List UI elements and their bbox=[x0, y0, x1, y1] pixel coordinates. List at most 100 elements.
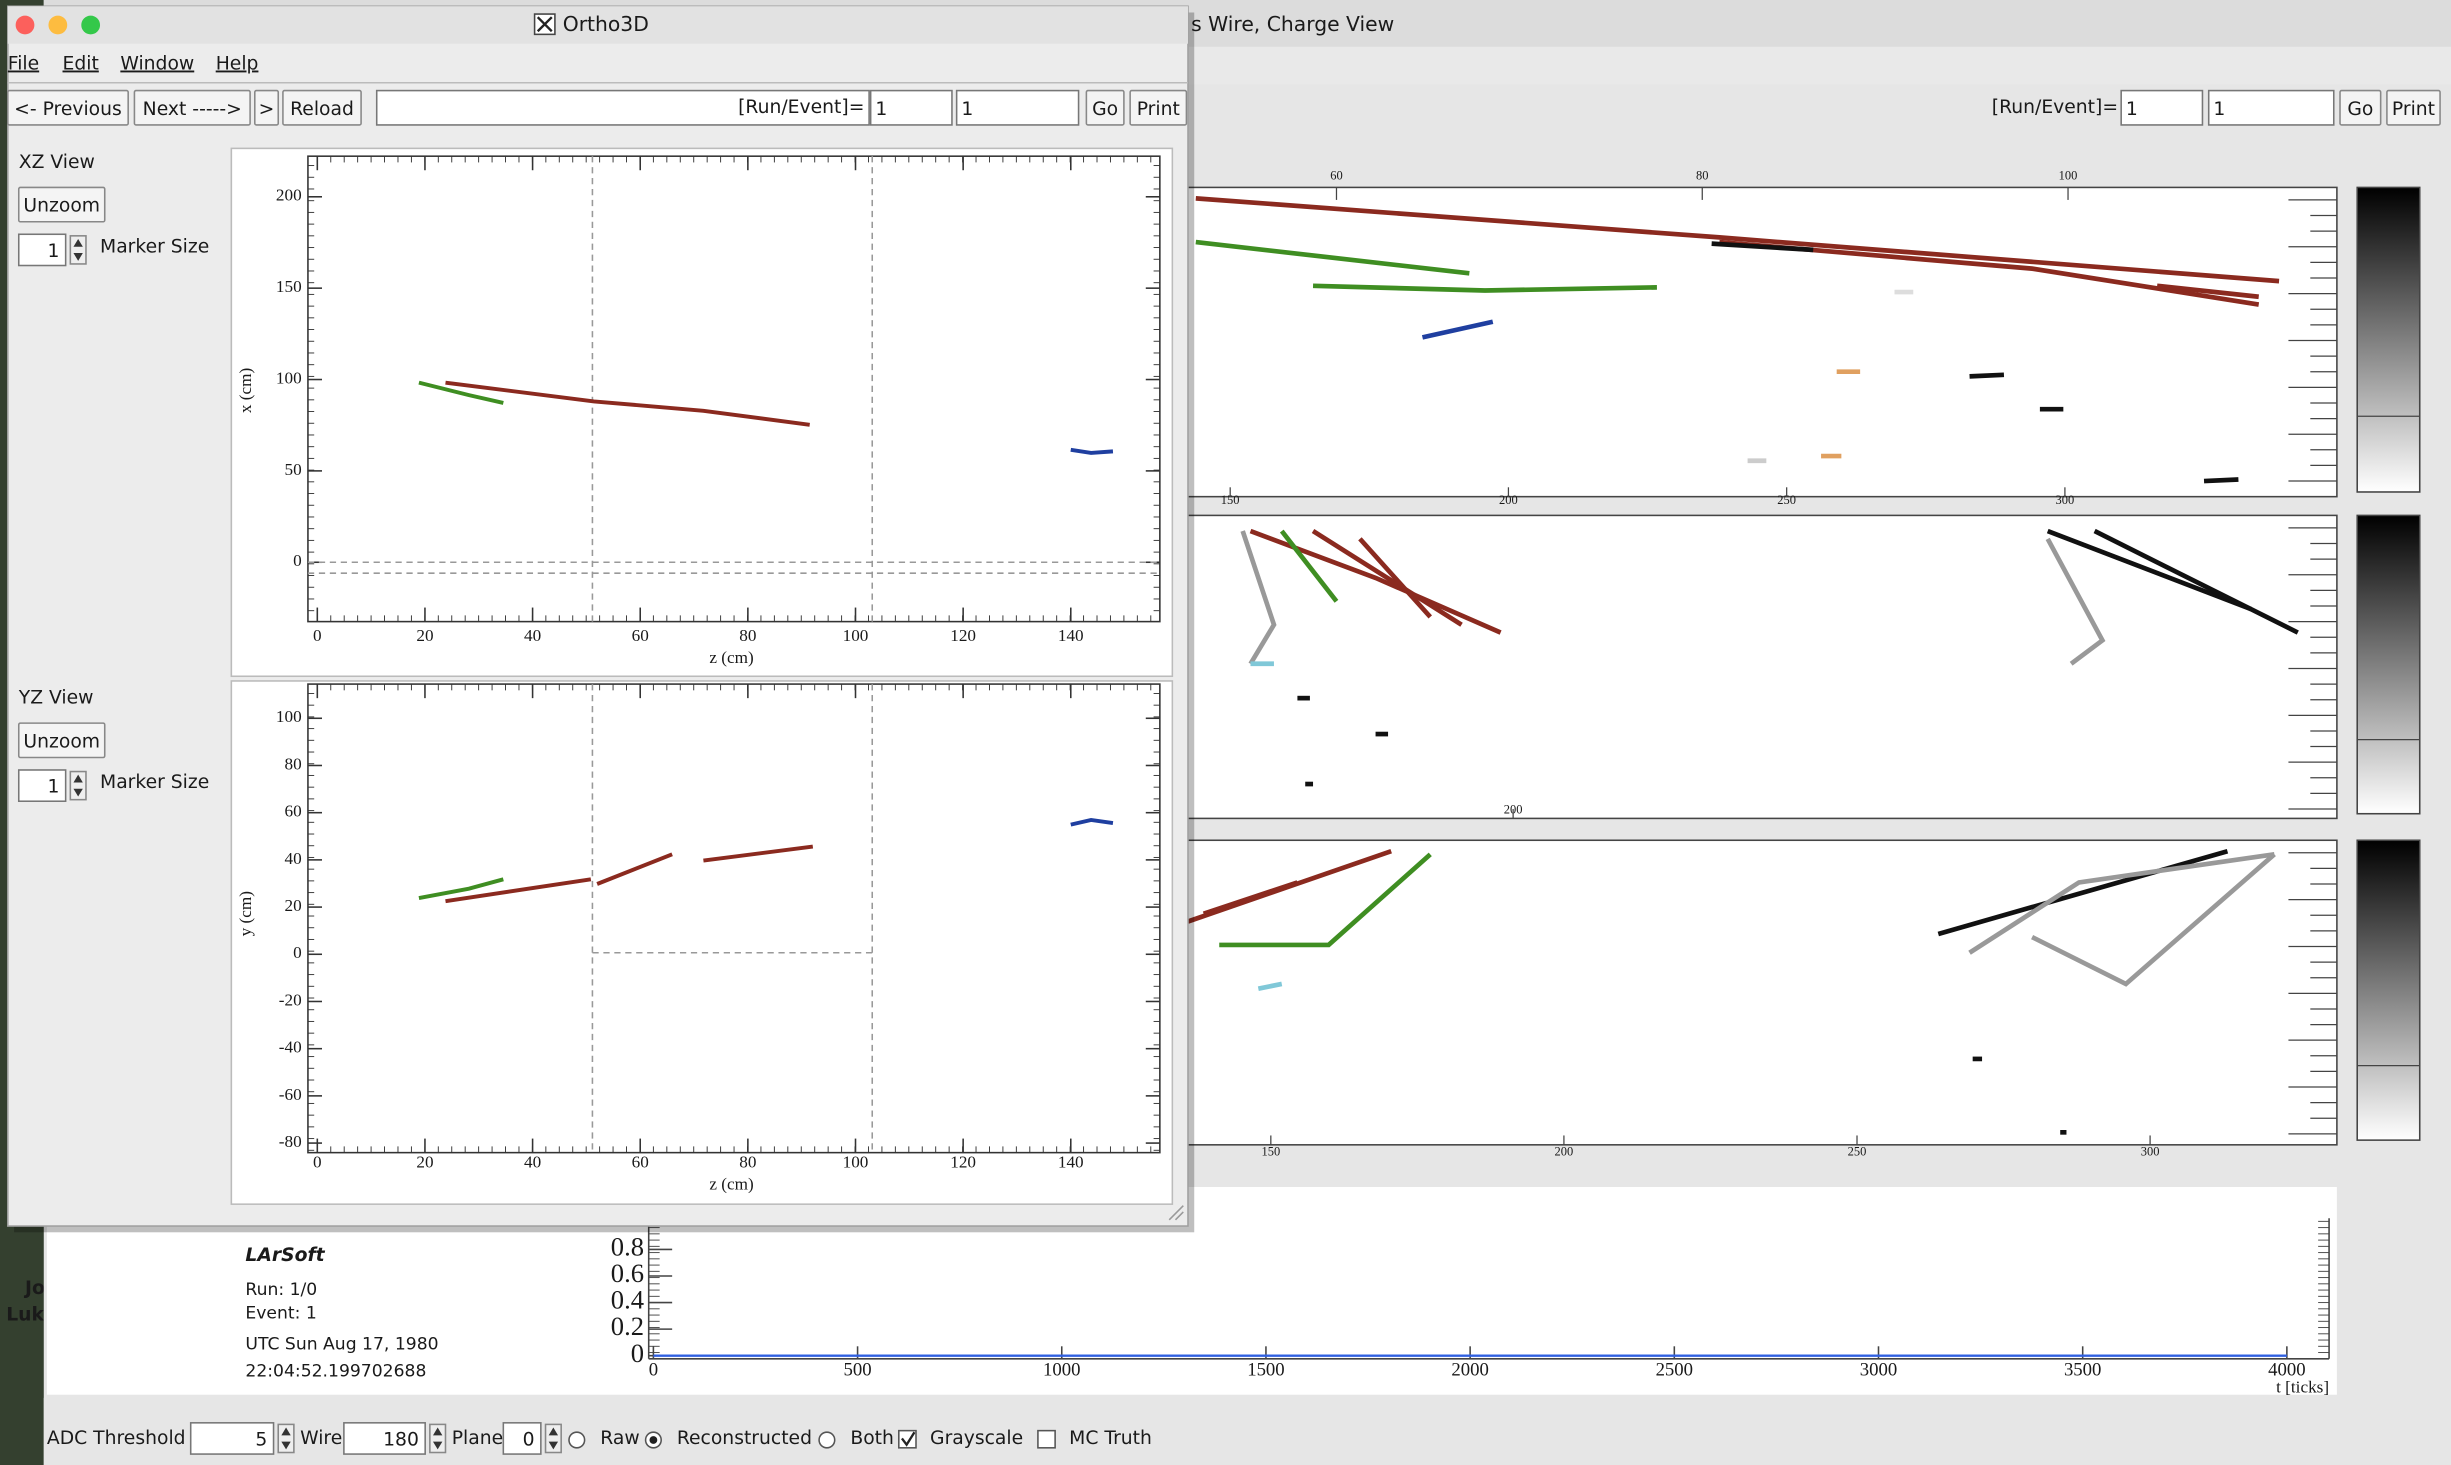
button-label: Print bbox=[1137, 99, 1180, 120]
track bbox=[2156, 283, 2259, 300]
track bbox=[1070, 447, 1114, 455]
menu-item: File bbox=[8, 54, 39, 75]
y-tick-label: 0.6 bbox=[611, 1258, 644, 1288]
axis-tick-label: 250 bbox=[1777, 493, 1796, 507]
desktop-label: Jo bbox=[23, 1278, 45, 1299]
text-input[interactable] bbox=[375, 89, 870, 126]
main-window-title: s Wire, Charge View bbox=[1191, 12, 1394, 36]
checkbox[interactable] bbox=[1037, 1429, 1056, 1449]
y-tick-label: 0 bbox=[631, 1338, 644, 1368]
info-date: UTC Sun Aug 17, 1980 bbox=[245, 1335, 438, 1355]
button[interactable] bbox=[17, 722, 106, 759]
menu-item: Window bbox=[120, 54, 194, 75]
resize-grip[interactable] bbox=[1168, 1205, 1184, 1221]
checkbox-label: MC Truth bbox=[1069, 1428, 1152, 1449]
control-label: ADC Threshold bbox=[47, 1428, 186, 1449]
track bbox=[1257, 981, 1283, 991]
track bbox=[1070, 817, 1114, 827]
window-control[interactable] bbox=[15, 15, 35, 35]
y-tick-label: 60 bbox=[285, 802, 302, 821]
button[interactable] bbox=[282, 89, 362, 126]
colorscale bbox=[2356, 839, 2421, 1141]
track bbox=[1969, 372, 2005, 379]
menu-item: Edit bbox=[63, 54, 99, 75]
view-title: XZ View bbox=[19, 152, 95, 173]
radio-dot bbox=[649, 1436, 658, 1444]
control-label: Marker Size bbox=[100, 236, 209, 257]
x-tick-label: 3500 bbox=[2064, 1360, 2101, 1381]
axis-tick-label: 150 bbox=[1261, 1144, 1280, 1158]
y-tick-label: 80 bbox=[285, 754, 302, 773]
spin-button[interactable] bbox=[69, 770, 87, 801]
axis-tick-label: 200 bbox=[1555, 1144, 1574, 1158]
info-time: 22:04:52.199702688 bbox=[245, 1361, 426, 1381]
button-label: Go bbox=[1092, 99, 1118, 120]
track bbox=[2031, 852, 2276, 987]
y-tick-label: 200 bbox=[276, 186, 302, 205]
axis-tick-label: 200 bbox=[1499, 493, 1518, 507]
radio-button[interactable] bbox=[818, 1431, 836, 1449]
spin-button[interactable] bbox=[429, 1423, 447, 1454]
button[interactable] bbox=[1129, 89, 1188, 126]
axis-tick-label: 300 bbox=[2056, 493, 2075, 507]
track bbox=[1937, 848, 2229, 937]
track bbox=[1358, 537, 1433, 619]
x-tick-label: 140 bbox=[1058, 626, 1084, 645]
spin-button[interactable] bbox=[544, 1423, 562, 1454]
window-control[interactable] bbox=[48, 15, 68, 35]
view-title: YZ View bbox=[18, 688, 94, 709]
x-tick-label: 100 bbox=[843, 626, 869, 645]
radio-button[interactable] bbox=[568, 1431, 586, 1449]
button[interactable] bbox=[254, 89, 280, 126]
colorscale bbox=[2356, 186, 2421, 493]
text-input[interactable] bbox=[2120, 89, 2204, 126]
button[interactable] bbox=[7, 89, 129, 126]
y-tick-label: 150 bbox=[276, 277, 302, 296]
text-input[interactable] bbox=[17, 769, 67, 803]
button[interactable] bbox=[2339, 89, 2382, 126]
button[interactable] bbox=[133, 89, 251, 126]
axis-tick-label: 100 bbox=[2059, 168, 2078, 182]
info-event: Event: 1 bbox=[245, 1304, 316, 1324]
spin-arrows bbox=[432, 1427, 443, 1450]
menu-item: Help bbox=[216, 54, 259, 75]
y-axis-label: y (cm) bbox=[236, 891, 255, 936]
window-title: Ortho3D bbox=[563, 12, 649, 36]
y-tick-label: 0.4 bbox=[611, 1285, 644, 1315]
window-control[interactable] bbox=[81, 15, 101, 35]
track bbox=[1202, 880, 1299, 916]
spin-arrows bbox=[548, 1427, 559, 1450]
track bbox=[418, 380, 504, 405]
y-tick-label: 0 bbox=[293, 551, 302, 570]
button[interactable] bbox=[2386, 89, 2441, 126]
text-input[interactable] bbox=[189, 1422, 275, 1455]
text-input[interactable] bbox=[343, 1422, 426, 1455]
spin-arrows bbox=[73, 774, 83, 797]
x-tick-label: 60 bbox=[632, 1153, 649, 1172]
text-input[interactable] bbox=[955, 89, 1080, 126]
x-tick-label: 20 bbox=[416, 626, 433, 645]
button[interactable] bbox=[1085, 89, 1125, 126]
track bbox=[703, 844, 814, 863]
input-value: 180 bbox=[383, 1430, 419, 1451]
text-input[interactable] bbox=[502, 1422, 542, 1455]
text-input[interactable] bbox=[869, 89, 953, 126]
spin-button[interactable] bbox=[69, 235, 87, 265]
x-tick-label: 100 bbox=[843, 1153, 869, 1172]
text-input[interactable] bbox=[17, 233, 67, 267]
spin-button[interactable] bbox=[277, 1423, 295, 1454]
y-tick-label: 100 bbox=[276, 368, 302, 387]
x-tick-label: 0 bbox=[313, 1153, 322, 1172]
x-tick-label: 80 bbox=[739, 1153, 756, 1172]
check-mark bbox=[900, 1431, 916, 1447]
y-axis-label: x (cm) bbox=[236, 368, 255, 413]
track bbox=[1219, 852, 1432, 948]
axis-tick-label: 60 bbox=[1330, 168, 1342, 182]
text-input[interactable] bbox=[2207, 89, 2335, 126]
x-tick-label: 140 bbox=[1058, 1153, 1084, 1172]
x-tick-label: 40 bbox=[524, 626, 541, 645]
input-value: 1 bbox=[47, 241, 59, 262]
y-tick-label: 40 bbox=[285, 849, 302, 868]
button[interactable] bbox=[17, 186, 106, 223]
button-label: Unzoom bbox=[23, 731, 100, 752]
